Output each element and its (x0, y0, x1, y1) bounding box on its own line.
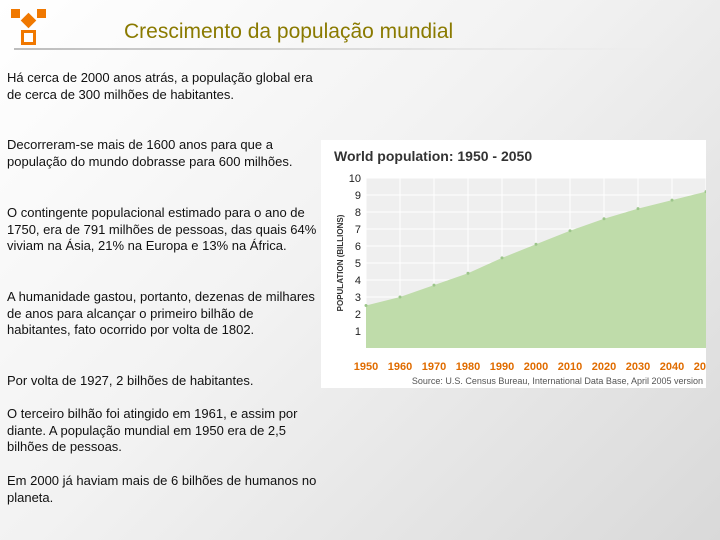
y-tick-label: 5 (355, 258, 361, 270)
population-area-series (366, 191, 706, 348)
x-tick-label: 2040 (660, 361, 684, 373)
logo-block-inner (24, 33, 33, 42)
chart-source: Source: U.S. Census Bureau, Internationa… (412, 376, 703, 386)
data-point (704, 190, 706, 194)
paragraph-2: Decorreram-se mais de 1600 anos para que… (7, 137, 293, 169)
paragraph-1: Há cerca de 2000 anos atrás, a população… (7, 70, 313, 102)
paragraph-5: Por volta de 1927, 2 bilhões de habitant… (7, 373, 254, 388)
paragraph-6: O terceiro bilhão foi atingido em 1961, … (7, 406, 298, 454)
data-point (534, 242, 538, 246)
data-point (364, 304, 368, 307)
x-tick-label: 1970 (422, 361, 446, 373)
paragraph-7: Em 2000 já haviam mais de 6 bilhões de h… (7, 473, 317, 505)
x-tick-label: 2020 (592, 361, 616, 373)
y-tick-label: 6 (355, 241, 361, 253)
x-tick-label: 2030 (626, 361, 650, 373)
y-tick-label: 4 (355, 275, 361, 287)
x-tick-label: 2010 (558, 361, 582, 373)
data-point (636, 207, 640, 211)
logo-block-left (11, 9, 20, 18)
data-point (432, 283, 436, 287)
data-point (500, 256, 504, 260)
y-tick-label: 9 (355, 190, 361, 202)
logo-block-diamond (20, 12, 37, 29)
y-tick-label: 8 (355, 207, 361, 219)
x-tick-label: 2050 (694, 361, 706, 373)
y-tick-label: 2 (355, 309, 361, 321)
data-point (466, 271, 470, 275)
x-tick-label: 1980 (456, 361, 480, 373)
logo-icon (10, 8, 50, 48)
chart-title: World population: 1950 - 2050 (334, 148, 532, 164)
y-tick-label: 1 (355, 326, 361, 338)
logo-block-right (37, 9, 46, 18)
page-title: Crescimento da população mundial (124, 20, 454, 43)
x-tick-label: 1950 (354, 361, 378, 373)
chart-svg: 1 2 3 4 5 6 7 8 9 10 1950 1960 1970 1980 1990 2000 2010 2… (334, 148, 706, 386)
x-tick-label: 2000 (524, 361, 548, 373)
y-axis-label: POPULATION (BILLIONS) (336, 214, 345, 311)
x-tick-label: 1960 (388, 361, 412, 373)
y-tick-label: 10 (349, 173, 361, 185)
world-population-chart: 1 2 3 4 5 6 7 8 9 10 1950 1960 1970 1980 1990 2000 2010 2… (321, 140, 706, 388)
data-point (568, 229, 572, 233)
data-point (398, 295, 402, 299)
x-tick-label: 1990 (490, 361, 514, 373)
paragraph-3: O contingente populacional estimado para… (7, 205, 317, 253)
data-point (602, 217, 606, 221)
header-rule (14, 48, 654, 50)
y-tick-label: 7 (355, 224, 361, 236)
y-tick-label: 3 (355, 292, 361, 304)
paragraph-4: A humanidade gastou, portanto, dezenas d… (7, 289, 315, 337)
data-point (670, 198, 674, 202)
